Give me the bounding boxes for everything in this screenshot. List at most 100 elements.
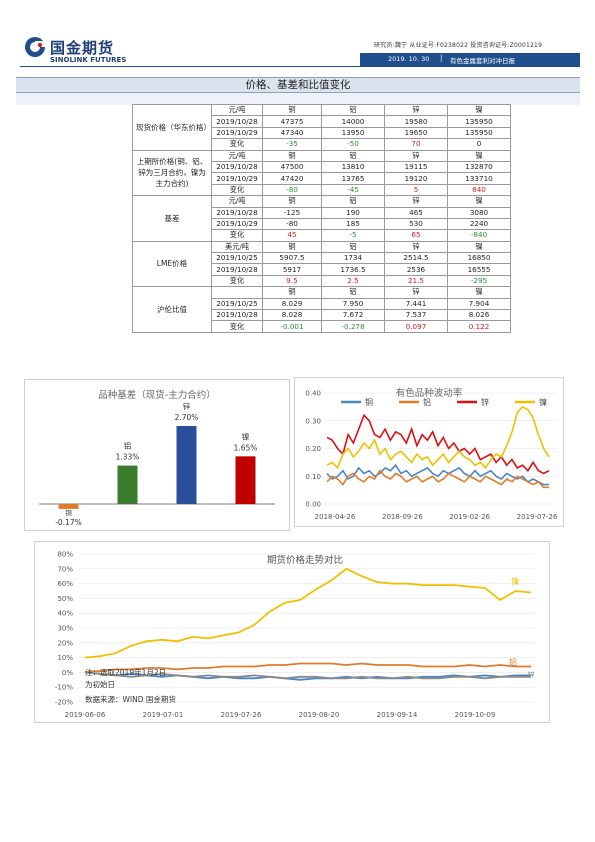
section-title: 价格、基差和比值变化 — [16, 77, 580, 93]
table-row: 变化 -35 -50 70 0 — [133, 138, 511, 151]
table-cell: 铜 — [262, 149, 322, 162]
table-block-label: 上期所价格(铜、铝、锌为三月合约，镍为主力合约) — [132, 149, 212, 197]
table-cell: -0.278 — [321, 320, 385, 333]
x-tick-label: 2018-09-26 — [382, 513, 423, 521]
table-cell: 锌 — [384, 103, 448, 117]
table-cell: 锌 — [384, 195, 448, 208]
series-end-label: 锌 — [528, 670, 535, 679]
series-line-铜 — [84, 671, 531, 681]
header-band: 2019. 10. 30 | 有色金属套利对冲日报 — [360, 53, 580, 66]
table-row: 2019/10/28 47375 14000 19580 135950 — [133, 115, 511, 128]
x-tick-label: 2019-08-20 — [299, 711, 340, 719]
table-cell: 铝 — [321, 149, 385, 162]
table-row: 2019/10/25 5907.5 1734 2514.5 16850 — [133, 252, 511, 265]
table-cell: 7.537 — [384, 309, 448, 322]
basis-chart: 品种基差（现货-主力合约） 铜 -0.17% 铝 1.33% 锌 2.70% 镍 1.65% — [24, 379, 290, 531]
series-end-label: 镍 — [511, 576, 519, 586]
table-cell: 47500 — [262, 160, 322, 174]
table-cell: 7.950 — [321, 297, 385, 311]
y-tick-label: 0.40 — [305, 390, 321, 398]
y-tick-label: 0.10 — [305, 473, 321, 481]
price-table: 现货价格（华东价格） 元/吨铜铝锌镍 2019/10/28 47375 14000 195… — [132, 103, 511, 333]
series-line-锌 — [326, 413, 550, 475]
table-cell: -840 — [447, 229, 511, 242]
table-cell: 0 — [447, 138, 511, 151]
table-row-label: 2019/10/29 — [211, 172, 263, 185]
bar-value-label: 1.33% — [116, 453, 140, 462]
table-row-label: 2019/10/28 — [211, 160, 263, 174]
table-cell: -80 — [262, 183, 322, 197]
table-cell: 8.028 — [262, 309, 322, 322]
band-separator: | — [440, 54, 443, 62]
table-cell: -5 — [321, 229, 385, 242]
volatility-chart: 0.00 0.10 0.20 0.30 0.40 2018-04-26 2018-09-26… — [294, 377, 564, 527]
table-row: 2019/10/28 8.028 7.672 7.537 8.026 — [133, 309, 511, 322]
table-row: 沪伦比值 铜铝锌镍 — [132, 286, 511, 333]
y-tick-label: 0.20 — [305, 445, 321, 453]
table-cell: 132870 — [447, 160, 511, 174]
table-cell: 2.5 — [321, 274, 385, 288]
table-row-label: 变化 — [211, 320, 263, 333]
table-row: 2019/10/29 -80 185 530 2240 — [133, 217, 511, 231]
bar-铜 — [58, 504, 79, 509]
table-row-label: 元/吨 — [211, 195, 263, 208]
table-cell: 135950 — [447, 115, 511, 128]
table-cell: 16850 — [447, 252, 511, 265]
y-tick-label: 20% — [57, 639, 73, 647]
table-cell: 47340 — [262, 126, 322, 140]
table-cell: -125 — [262, 206, 322, 219]
table-row-label: 元/吨 — [211, 149, 263, 162]
table-cell: 2240 — [447, 217, 511, 231]
table-row-label: 2019/10/25 — [211, 252, 263, 265]
table-cell: 2536 — [384, 263, 448, 276]
table-cell: 1734 — [321, 252, 385, 265]
y-tick-label: 60% — [57, 580, 73, 588]
table-cell: -50 — [321, 138, 385, 151]
series-line-铜 — [326, 463, 549, 486]
basis-chart-svg: 品种基差（现货-主力合约） 铜-0.17% 铝 1.33% 锌 2.70% 镍 1.65% — [39, 389, 275, 527]
table-cell: 19650 — [384, 126, 448, 140]
y-tick-label: 30% — [57, 625, 73, 633]
table-cell: 135950 — [447, 126, 511, 140]
table-cell: 铝 — [321, 195, 385, 208]
series-line-铝 — [84, 662, 531, 674]
y-tick-label: 0% — [62, 669, 73, 677]
logo-cn: 国金期货 — [50, 39, 115, 57]
table-row-label: 2019/10/25 — [211, 297, 263, 311]
legend-label: 铜 — [365, 397, 373, 407]
legend-label: 铝 — [423, 397, 431, 407]
table-cell: 190 — [321, 206, 385, 219]
chart-note: 注：选取2019年1月2日 — [85, 667, 166, 677]
bar-category-label: 铝 — [124, 441, 132, 451]
table-row: 2019/10/28 47500 13810 19115 132870 — [133, 160, 511, 174]
table-cell: 8.026 — [447, 309, 511, 322]
table-cell: 19580 — [384, 115, 448, 128]
logo-icon — [24, 36, 46, 58]
x-tick-label: 2019-07-26 — [221, 711, 262, 719]
y-tick-label: 10% — [57, 654, 73, 662]
x-tick-label: 2019-02-26 — [449, 513, 490, 521]
table-cell: 5 — [384, 183, 448, 197]
table-row-label: 2019/10/29 — [211, 217, 263, 231]
bar-镍 — [235, 456, 256, 504]
x-tick-label: 2019-07-01 — [143, 711, 184, 719]
table-block-label: LME价格 — [132, 240, 212, 288]
volatility-chart-svg: 0.00 0.10 0.20 0.30 0.40 2018-04-26 2018-09-26… — [305, 387, 557, 521]
table-row-label: 元/吨 — [211, 103, 263, 117]
table-cell: 19115 — [384, 160, 448, 174]
analyst-line: 研究员:魏宁 从业证号:F0238022 投资咨询证号:Z0001219 — [374, 42, 543, 49]
table-cell: 21.5 — [384, 274, 448, 288]
table-row-label: 2019/10/28 — [211, 263, 263, 276]
logo-en: SINOLINK FUTURES — [50, 56, 127, 64]
report-date: 2019. 10. 30 — [388, 55, 430, 63]
table-row: 变化 -80 -45 5 840 — [133, 183, 511, 197]
bar-value-label: -0.17% — [55, 518, 82, 527]
bar-铝 — [117, 465, 138, 504]
y-tick-label: 70% — [57, 565, 73, 573]
bar-value-label: 1.65% — [234, 443, 258, 452]
bar-category-label: 镍 — [242, 431, 250, 441]
y-tick-label: 0.00 — [305, 501, 321, 509]
table-cell: 185 — [321, 217, 385, 231]
table-row-label — [211, 286, 263, 299]
chart-note: 为初始日 — [85, 679, 115, 689]
